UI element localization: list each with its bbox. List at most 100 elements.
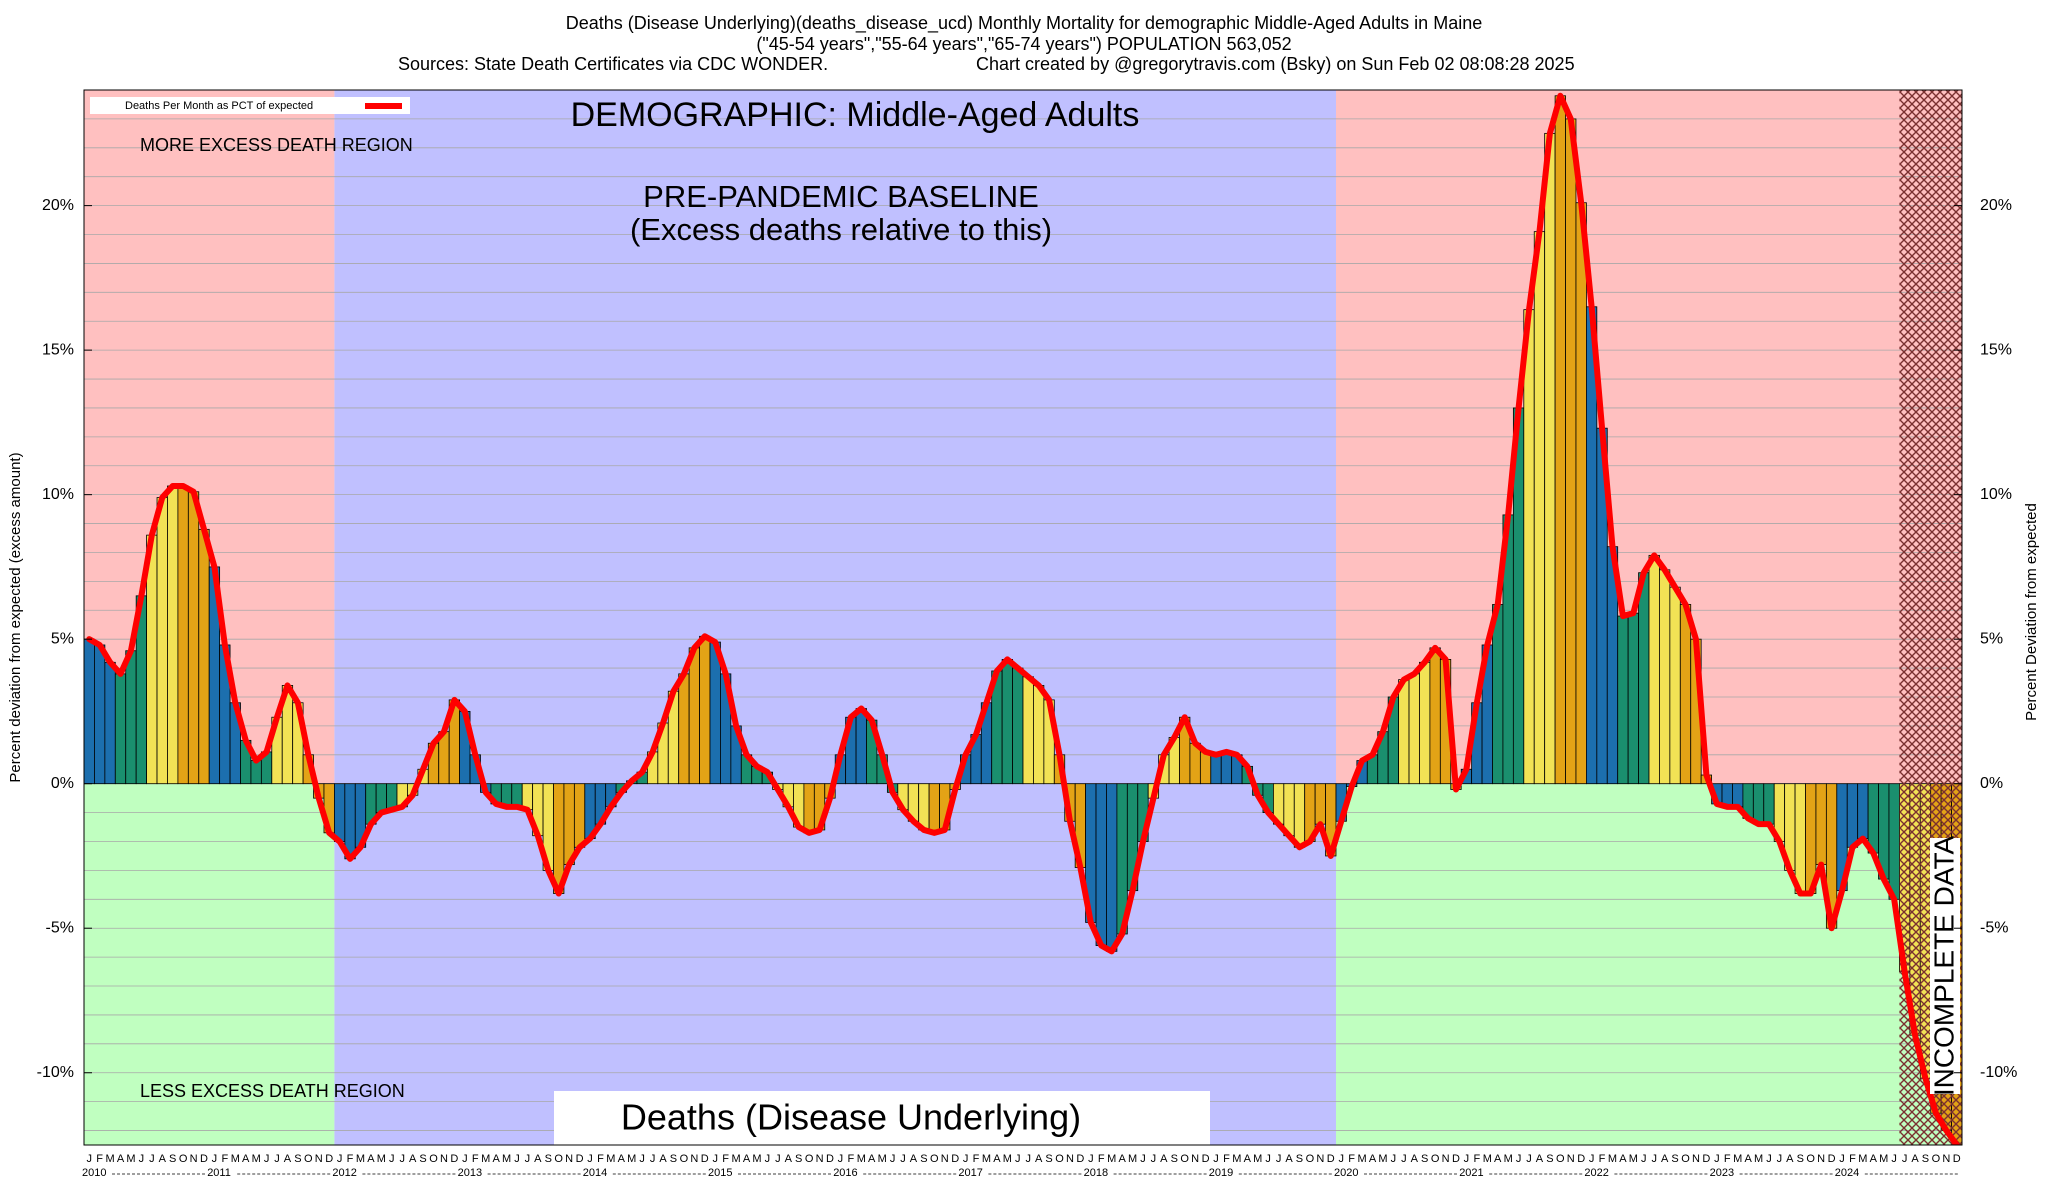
year-label: 2016 [833,1167,857,1179]
year-label: 2020 [1334,1167,1358,1179]
bar [1763,783,1775,825]
x-tick-label: N [315,1153,323,1165]
legend-box [90,97,410,114]
year-label: 2023 [1710,1167,1734,1179]
x-tick-label: D [951,1153,959,1165]
x-tick-label: F [1348,1153,1355,1165]
x-tick-label: J [1777,1153,1783,1165]
x-tick-label: A [1369,1153,1377,1165]
x-tick-label: S [1296,1153,1303,1165]
year-label: 2011 [207,1167,231,1179]
y2-tick-label: 5% [1980,630,2003,647]
x-tick-label: J [1391,1153,1397,1165]
x-tick-label: A [743,1153,751,1165]
bar [1554,95,1566,785]
x-tick-label: N [816,1153,824,1165]
x-tick-label: O [554,1153,563,1165]
chart-title: Deaths (Disease Underlying)(deaths_disea… [566,13,1482,34]
x-tick-label: F [597,1153,604,1165]
x-tick-label: J [1401,1153,1407,1165]
x-tick-label: J [1276,1153,1282,1165]
x-tick-label: M [377,1153,386,1165]
x-tick-label: N [690,1153,698,1165]
x-tick-label: D [200,1153,208,1165]
x-tick-label: A [910,1153,918,1165]
x-tick-label: O [304,1153,313,1165]
footer-box [554,1091,1210,1145]
bar [114,673,127,785]
x-tick-label: M [1733,1153,1742,1165]
x-tick-label: J [525,1153,531,1165]
x-tick-label: A [242,1153,250,1165]
bar [918,783,930,831]
bar [125,650,137,785]
y2-axis-label: Percent Deviation from expected [2023,503,2040,721]
x-tick-label: M [126,1153,135,1165]
x-tick-label: N [1442,1153,1450,1165]
x-tick-label: D [325,1153,333,1165]
x-tick-label: D [1076,1153,1084,1165]
legend-label: Deaths Per Month as PCT of expected [125,100,313,112]
bar [1408,673,1420,785]
y-axis-label: Percent deviation from expected (excess … [7,452,24,782]
x-tick-label: J [963,1153,969,1165]
y-tick-label: 20% [42,197,74,214]
bar [167,485,179,785]
x-tick-label: O [179,1153,188,1165]
bar [177,485,189,785]
x-tick-label: O [1556,1153,1565,1165]
footer-label: Deaths (Disease Underlying) [621,1097,1081,1138]
x-tick-label: J [86,1153,92,1165]
x-tick-label: A [1870,1153,1878,1165]
y2-tick-label: -10% [1980,1064,2017,1081]
x-tick-label: M [982,1153,991,1165]
x-tick-label: F [1724,1153,1731,1165]
bar [1001,659,1013,785]
bar [156,497,168,785]
x-tick-label: J [1140,1153,1146,1165]
x-tick-label: M [356,1153,365,1165]
bar [1794,783,1806,894]
x-tick-label: O [1055,1153,1064,1165]
x-tick-label: A [868,1153,876,1165]
x-tick-label: M [1858,1153,1867,1165]
x-tick-label: M [1879,1153,1888,1165]
x-tick-label: A [659,1153,667,1165]
x-tick-label: J [462,1153,468,1165]
x-tick-label: J [337,1153,343,1165]
bar [928,783,940,834]
bar [1533,231,1546,785]
x-tick-label: J [1839,1153,1845,1165]
x-tick-label: M [1003,1153,1012,1165]
x-tick-label: J [1516,1153,1522,1165]
bar [855,708,867,785]
bar [198,528,210,785]
x-tick-label: F [1849,1153,1856,1165]
axes: -10% -10% -5% -5% 0% 0% 5% 5% 10% 10% 15% 15% 20% 20%… [7,89,2040,1179]
plot-frame [83,89,1963,1146]
x-tick-label: F [1223,1153,1230,1165]
x-tick-label: J [1088,1153,1094,1165]
x-tick-label: D [1327,1153,1335,1165]
x-tick-label: J [1213,1153,1219,1165]
x-tick-label: J [1891,1153,1897,1165]
x-tick-label: N [565,1153,573,1165]
x-tick-label: M [1504,1153,1513,1165]
bar [1565,118,1577,785]
x-tick-label: S [169,1153,176,1165]
x-tick-label: M [1253,1153,1262,1165]
bar [1669,586,1681,785]
x-tick-label: M [1629,1153,1638,1165]
x-tick-label: N [190,1153,198,1165]
x-tick-label: A [284,1153,292,1165]
x-tick-label: M [606,1153,615,1165]
x-tick-label: M [627,1153,636,1165]
x-tick-label: N [1567,1153,1575,1165]
x-tick-label: N [1066,1153,1074,1165]
x-tick-label: J [890,1153,896,1165]
y-tick-label: -10% [37,1064,74,1081]
x-tick-label: J [712,1153,718,1165]
x-tick-label: F [1098,1153,1105,1165]
x-tick-label: N [1692,1153,1700,1165]
